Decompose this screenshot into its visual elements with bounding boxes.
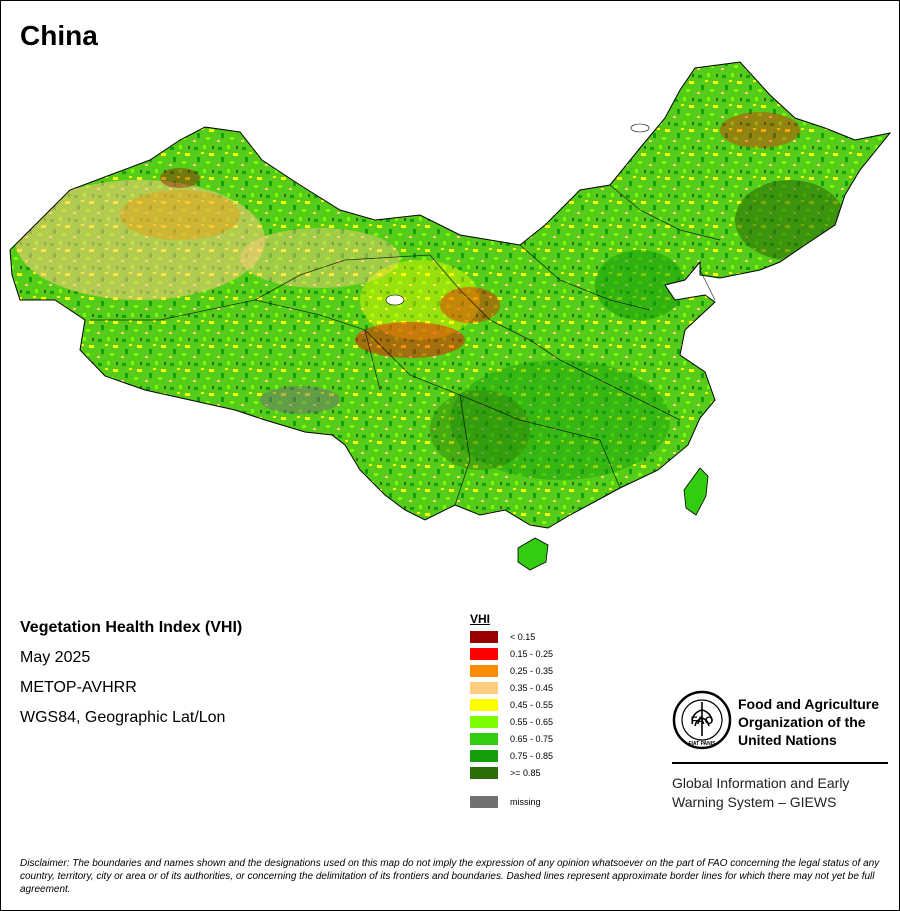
legend-swatch	[470, 698, 498, 711]
legend-item: < 0.15	[470, 628, 553, 645]
legend-item: 0.65 - 0.75	[470, 730, 553, 747]
legend-label: 0.35 - 0.45	[510, 682, 554, 693]
legend-item: 0.35 - 0.45	[470, 679, 553, 696]
legend-label: 0.25 - 0.35	[510, 665, 554, 676]
legend-item: 0.25 - 0.35	[470, 662, 553, 679]
fao-name-line2: Organization of the	[738, 714, 866, 730]
sensor: METOP-AVHRR	[20, 679, 137, 696]
legend-swatch	[470, 732, 498, 745]
fao-name: Food and Agriculture Organization of the…	[738, 695, 898, 749]
legend-item: 0.15 - 0.25	[470, 645, 553, 662]
index-name: Vegetation Health Index (VHI)	[20, 619, 243, 636]
legend-swatch	[470, 766, 498, 779]
legend-swatch-missing	[470, 795, 498, 808]
vhi-legend: VHI < 0.15 0.15 - 0.25 0.25 - 0.35 0.35 - 0…	[470, 612, 553, 810]
legend-items: < 0.15 0.15 - 0.25 0.25 - 0.35 0.35 - 0.45 0…	[470, 628, 553, 781]
legend-label-missing: missing	[510, 796, 541, 807]
fao-divider	[672, 762, 888, 764]
map-metadata: Vegetation Health Index (VHI) May 2025 M…	[20, 618, 242, 738]
legend-item: >= 0.85	[470, 764, 553, 781]
projection: WGS84, Geographic Lat/Lon	[20, 709, 226, 726]
vhi-map	[9, 61, 892, 571]
legend-title: VHI	[470, 612, 491, 626]
legend-item: 0.55 - 0.65	[470, 713, 553, 730]
legend-label: >= 0.85	[510, 767, 541, 778]
map-title: China	[20, 20, 98, 51]
legend-item: 0.75 - 0.85	[470, 747, 553, 764]
giews-line2: Warning System – GIEWS	[672, 794, 837, 810]
legend-swatch	[470, 664, 498, 677]
legend-label: 0.15 - 0.25	[510, 648, 554, 659]
giews-line1: Global Information and Early	[672, 775, 850, 791]
legend-swatch	[470, 749, 498, 762]
legend-label: 0.55 - 0.65	[510, 716, 554, 727]
legend-label: < 0.15	[510, 631, 536, 642]
legend-swatch	[470, 630, 498, 643]
disclaimer: Disclaimer: The boundaries and names sho…	[20, 858, 880, 895]
giews-name: Global Information and Early Warning Sys…	[672, 774, 892, 812]
legend-label: 0.75 - 0.85	[510, 750, 554, 761]
legend-label: 0.45 - 0.55	[510, 699, 554, 710]
fao-logo-icon: FAO FIAT PANIS	[672, 690, 732, 750]
fao-logo-motto: FIAT PANIS	[688, 741, 716, 747]
fao-name-line1: Food and Agriculture	[738, 696, 880, 712]
legend-item-missing: missing	[470, 793, 553, 810]
legend-swatch	[470, 715, 498, 728]
legend-swatch	[470, 647, 498, 660]
fao-logo-text: FAO	[691, 715, 714, 727]
legend-item: 0.45 - 0.55	[470, 696, 553, 713]
legend-swatch	[470, 681, 498, 694]
fao-name-line3: United Nations	[738, 732, 837, 748]
legend-label: 0.65 - 0.75	[510, 733, 554, 744]
period: May 2025	[20, 649, 91, 666]
